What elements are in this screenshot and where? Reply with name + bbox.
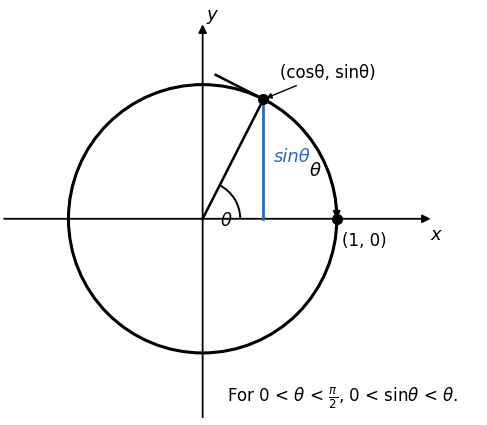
Text: For 0 < $\it{\theta}$ < $\frac{\pi}{2}$, 0 < sin$\it{\theta}$ < $\it{\theta}$.: For 0 < $\it{\theta}$ < $\frac{\pi}{2}$,… <box>227 385 458 411</box>
Text: θ: θ <box>221 212 232 230</box>
Text: (cosθ, sinθ): (cosθ, sinθ) <box>267 64 375 98</box>
Text: sinθ: sinθ <box>274 147 311 166</box>
Text: x: x <box>431 226 441 244</box>
Text: θ: θ <box>310 162 321 181</box>
Text: y: y <box>206 6 217 24</box>
Text: (1, 0): (1, 0) <box>342 232 387 250</box>
